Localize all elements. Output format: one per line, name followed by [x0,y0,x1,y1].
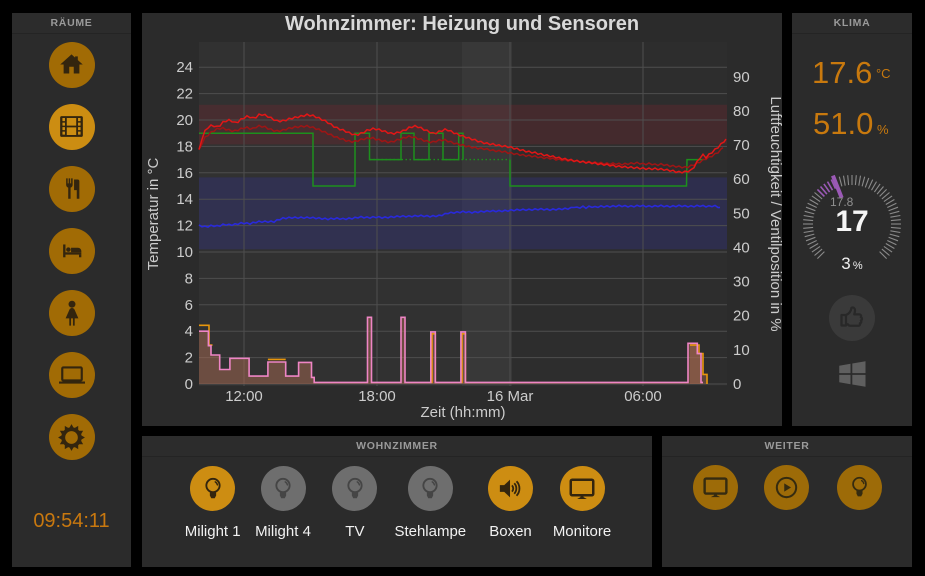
svg-text:24: 24 [176,59,193,76]
svg-text:18: 18 [176,138,193,155]
svg-text:14: 14 [176,191,193,208]
svg-text:70: 70 [733,137,750,154]
svg-text:0: 0 [185,376,193,393]
svg-text:30: 30 [733,274,750,291]
svg-text:16 Mar: 16 Mar [487,388,534,405]
svg-text:8: 8 [185,270,193,287]
svg-text:Temperatur in °C: Temperatur in °C [145,157,162,270]
svg-text:10: 10 [733,342,750,359]
svg-text:22: 22 [176,86,193,103]
svg-text:60: 60 [733,171,750,188]
svg-text:6: 6 [185,297,193,314]
svg-text:20: 20 [176,112,193,129]
svg-text:4: 4 [185,323,193,340]
svg-text:20: 20 [733,308,750,325]
svg-text:12: 12 [176,218,193,235]
svg-text:06:00: 06:00 [624,388,662,405]
svg-text:90: 90 [733,69,750,86]
svg-text:0: 0 [733,376,741,393]
svg-text:2: 2 [185,350,193,367]
svg-text:10: 10 [176,244,193,261]
svg-text:50: 50 [733,205,750,222]
svg-text:12:00: 12:00 [225,388,263,405]
svg-text:Zeit (hh:mm): Zeit (hh:mm) [420,404,505,421]
svg-text:Luftfeuchtigkeit / Ventilposit: Luftfeuchtigkeit / Ventilposition in % [767,96,782,331]
svg-text:16: 16 [176,165,193,182]
svg-text:40: 40 [733,240,750,257]
svg-text:80: 80 [733,103,750,120]
svg-text:18:00: 18:00 [358,388,396,405]
